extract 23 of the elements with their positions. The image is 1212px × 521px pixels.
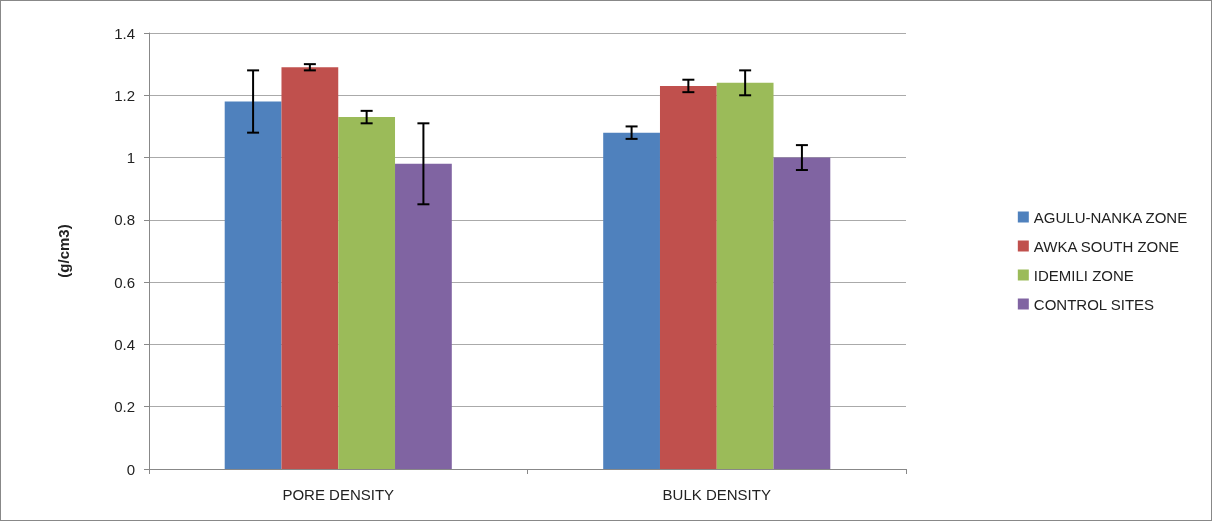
legend-label: IDEMILI ZONE: [1033, 266, 1134, 284]
bar: [338, 117, 396, 469]
y-axis-title: (g/cm3): [55, 224, 72, 278]
y-tick-label: 1: [126, 149, 135, 167]
y-tick-label: 0.2: [114, 398, 135, 416]
y-tick-label: 1.2: [114, 86, 135, 104]
y-tick-label: 0: [126, 460, 135, 478]
bar: [603, 132, 660, 469]
y-tick-label: 0.4: [114, 335, 135, 353]
x-tick-label: PORE DENSITY: [282, 486, 395, 503]
bar: [773, 157, 831, 469]
y-tick-label: 1.4: [114, 24, 135, 42]
bar: [395, 163, 452, 469]
y-tick-label: 0.8: [114, 211, 135, 229]
bar: [281, 67, 339, 469]
bar: [224, 101, 282, 469]
legend-label: AGULU-NANKA ZONE: [1033, 208, 1188, 226]
bar: [659, 85, 717, 469]
bar: [716, 82, 774, 469]
x-tick-label: BULK DENSITY: [662, 486, 771, 503]
y-tick-label: 0.6: [114, 273, 135, 291]
legend-label: AWKA SOUTH ZONE: [1033, 237, 1180, 255]
legend-label: CONTROL SITES: [1033, 295, 1155, 313]
